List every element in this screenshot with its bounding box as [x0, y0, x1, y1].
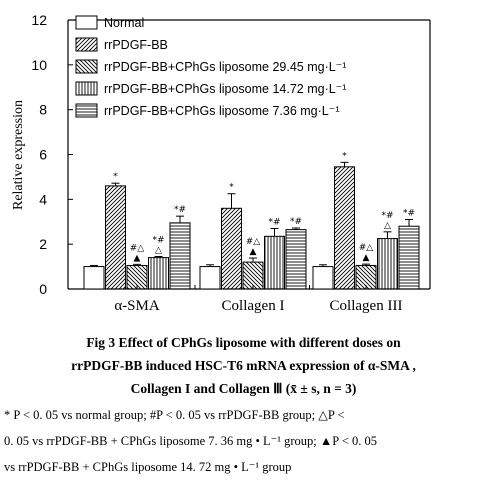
x-tick-label: Collagen III: [330, 298, 403, 314]
bar-chart: 0 2 4 6 8 10 12 Relative expression α-SMA Collage…: [11, 12, 431, 314]
significance-mark: ▲: [363, 253, 370, 263]
legend-label: rrPDGF-BB+CPhGs liposome 7.36 mg·L⁻¹: [104, 104, 340, 118]
x-tick-label: α-SMA: [114, 298, 160, 314]
legend-swatch: [75, 37, 98, 52]
bar: [285, 229, 307, 290]
footnote-line-2: 0. 05 vs rrPDGF-BB + CPhGs liposome 7. 3…: [4, 434, 378, 448]
figure-caption-line-1: Fig 3 Effect of CPhGs liposome with diff…: [86, 335, 401, 350]
y-tick-label: 12: [31, 12, 47, 28]
significance-mark: *: [229, 183, 234, 193]
significance-mark: *: [342, 151, 347, 161]
significance-mark: *#: [403, 209, 415, 219]
bar: [105, 185, 126, 290]
bar: [148, 257, 169, 290]
y-tick-label: 10: [31, 57, 47, 73]
footnote-line-3: vs rrPDGF-BB + CPhGs liposome 14. 72 mg …: [4, 460, 292, 474]
significance-mark: *#: [268, 217, 280, 227]
bar: [398, 225, 420, 290]
x-tick-label: Collagen I: [222, 298, 285, 314]
significance-mark: #△: [130, 243, 145, 253]
legend-swatch: [75, 59, 98, 74]
bar: [264, 235, 285, 290]
y-tick-label: 0: [39, 281, 47, 297]
footnotes: * P < 0. 05 vs normal group; #P < 0. 05 …: [4, 402, 484, 480]
bar: [334, 166, 355, 290]
figure-caption-line-3: Collagen I and Collagen Ⅲ (x̄ ± s, n = 3…: [130, 381, 357, 396]
bar: [83, 266, 105, 290]
bar: [312, 266, 334, 290]
bars: *#△▲*#△*#*#△▲*# *#*#△▲*#△*#: [83, 151, 420, 290]
bar: [377, 238, 398, 290]
significance-mark: *#: [381, 211, 393, 221]
legend-swatch: [75, 81, 98, 96]
significance-mark: ▲: [134, 253, 141, 263]
y-tick-label: 4: [39, 191, 47, 207]
bar: [242, 261, 264, 290]
y-tick-label: 8: [39, 102, 47, 118]
figure-caption-line-2: rrPDGF-BB induced HSC-T6 mRNA expression…: [71, 358, 416, 373]
significance-mark: #△: [246, 237, 261, 247]
footnote-line-1: * P < 0. 05 vs normal group; #P < 0. 05 …: [4, 408, 345, 422]
legend-label: rrPDGF-BB: [104, 38, 168, 52]
y-tick-label: 6: [39, 147, 47, 163]
legend-swatch: [75, 15, 98, 30]
significance-mark: *#: [174, 205, 186, 215]
legend-label: rrPDGF-BB+CPhGs liposome 14.72 mg·L⁻¹: [104, 82, 346, 96]
significance-mark: *: [113, 172, 118, 182]
significance-mark: △: [384, 221, 391, 231]
y-axis-title: Relative expression: [11, 100, 26, 210]
axes: 0 2 4 6 8 10 12 Relative expression α-SMA Collage…: [11, 12, 431, 314]
significance-mark: *#: [290, 217, 302, 227]
legend-label: rrPDGF-BB+CPhGs liposome 29.45 mg·L⁻¹: [104, 60, 346, 74]
legend: Normal rrPDGF-BB rrPDGF-BB+CPhGs liposome …: [75, 15, 346, 118]
bar: [221, 207, 242, 290]
bar: [169, 222, 191, 290]
significance-mark: ▲: [250, 247, 257, 257]
bar: [355, 264, 377, 290]
legend-label: Normal: [104, 16, 144, 30]
bar: [199, 266, 221, 290]
y-tick-label: 2: [39, 236, 47, 252]
bar: [126, 264, 148, 290]
significance-mark: *#: [152, 235, 164, 245]
significance-mark: #△: [359, 243, 374, 253]
significance-mark: △: [155, 245, 162, 255]
legend-swatch: [75, 103, 98, 118]
